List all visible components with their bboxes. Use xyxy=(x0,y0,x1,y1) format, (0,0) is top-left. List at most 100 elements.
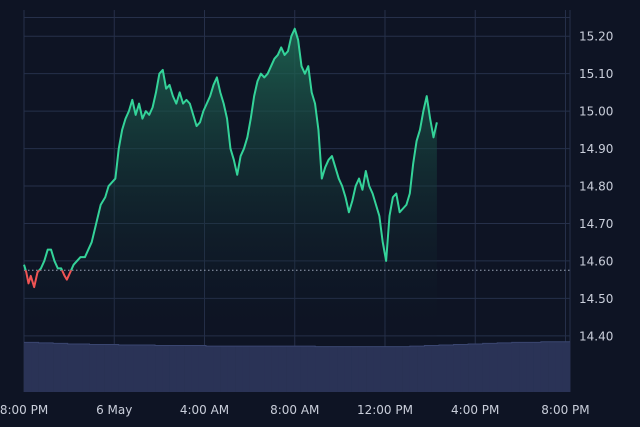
volume-bar xyxy=(329,346,338,392)
volume-bar xyxy=(511,342,520,392)
volume-bar xyxy=(555,341,564,392)
volume-bar xyxy=(45,342,54,392)
volume-bar xyxy=(562,341,571,392)
volume-bar xyxy=(504,342,513,392)
x-tick-label: 12:00 PM xyxy=(357,403,413,417)
price-area xyxy=(24,28,437,338)
volume-bar xyxy=(482,343,491,392)
y-axis-tick-labels: 14.40 14.50 14.60 14.70 14.80 14.90 15.00 15.10… xyxy=(579,30,613,344)
price-line xyxy=(23,27,438,289)
y-tick-label: 14.40 xyxy=(579,329,613,343)
volume-bar xyxy=(489,343,498,392)
x-axis-tick-labels: 8:00 PM 6 May 4:00 AM 8:00 AM 12:00 PM 4:00 P… xyxy=(0,403,590,417)
x-tick-label: 8:00 PM xyxy=(541,403,589,417)
x-tick-label: 6 May xyxy=(96,403,132,417)
y-tick-label: 14.50 xyxy=(579,292,613,306)
volume-bar xyxy=(169,345,178,392)
volume-bar xyxy=(104,344,112,392)
y-tick-label: 14.70 xyxy=(579,217,613,231)
volume-bar xyxy=(162,345,170,392)
volume-bar xyxy=(206,346,214,392)
volume-bar xyxy=(278,346,287,392)
volume-bar xyxy=(351,346,360,392)
volume-bar xyxy=(337,346,345,392)
volume-bar xyxy=(220,346,229,392)
volume-bar xyxy=(438,345,447,392)
volume-bar xyxy=(125,345,134,392)
volume-bar xyxy=(118,345,127,392)
volume-bar xyxy=(497,342,505,392)
volume-bar xyxy=(519,342,527,392)
volume-bars xyxy=(24,341,571,392)
volume-bar xyxy=(271,346,280,392)
volume-bar xyxy=(249,346,258,392)
volume-bar xyxy=(307,346,316,392)
volume-bar xyxy=(176,345,185,392)
volume-bar xyxy=(96,344,105,392)
volume-bar xyxy=(475,343,483,392)
y-tick-label: 15.00 xyxy=(579,105,613,119)
volume-bar xyxy=(453,344,462,392)
volume-bar xyxy=(358,346,367,392)
volume-bar xyxy=(409,346,418,392)
volume-bar xyxy=(227,346,236,392)
volume-bar xyxy=(82,343,90,392)
volume-bar xyxy=(533,342,542,392)
volume-bar xyxy=(417,346,425,392)
volume-bar xyxy=(395,346,403,392)
volume-bar xyxy=(286,346,294,392)
y-tick-label: 14.60 xyxy=(579,254,613,268)
volume-bar xyxy=(380,346,389,392)
volume-bar xyxy=(38,342,47,392)
volume-top-edge xyxy=(24,341,570,348)
volume-bar xyxy=(300,346,309,392)
volume-bar xyxy=(198,345,207,392)
volume-bar xyxy=(373,346,382,392)
volume-bar xyxy=(184,345,192,392)
volume-bar xyxy=(293,346,301,392)
volume-bar xyxy=(89,344,98,392)
volume-bar xyxy=(388,346,396,392)
price-line-up xyxy=(23,27,438,271)
volume-bar xyxy=(344,346,352,392)
volume-bar xyxy=(431,345,440,392)
volume-bar xyxy=(548,341,556,392)
volume-bar xyxy=(140,345,149,392)
volume-bar xyxy=(242,346,250,392)
volume-bar xyxy=(315,346,323,392)
x-tick-label: 8:00 AM xyxy=(270,403,319,417)
y-tick-label: 15.10 xyxy=(579,67,613,81)
y-tick-label: 14.80 xyxy=(579,180,613,194)
volume-bar xyxy=(24,342,32,392)
volume-bar xyxy=(460,344,469,392)
y-tick-label: 15.20 xyxy=(579,30,613,44)
volume-bar xyxy=(133,345,141,392)
volume-bar xyxy=(155,345,163,392)
volume-bar xyxy=(31,342,39,392)
volume-bar xyxy=(235,346,243,392)
x-tick-label: 4:00 AM xyxy=(180,403,229,417)
volume-bar xyxy=(53,343,61,392)
x-tick-label: 4:00 PM xyxy=(451,403,499,417)
volume-bar xyxy=(111,344,119,392)
volume-bar xyxy=(366,346,374,392)
volume-bar xyxy=(446,345,454,392)
volume-bar xyxy=(256,346,265,392)
volume-bar xyxy=(540,341,549,392)
volume-bar xyxy=(424,345,432,392)
x-tick-label: 8:00 PM xyxy=(0,403,48,417)
volume-bar xyxy=(322,346,331,392)
y-tick-label: 14.90 xyxy=(579,142,613,156)
volume-bar xyxy=(147,345,156,392)
volume-bar xyxy=(74,343,83,392)
price-area-fill xyxy=(24,28,437,338)
volume-bar xyxy=(60,343,68,392)
volume-bar xyxy=(191,345,200,392)
volume-bar xyxy=(526,342,534,392)
volume-bar xyxy=(468,343,476,392)
volume-bar xyxy=(213,346,221,392)
volume-bar xyxy=(67,343,76,392)
volume-bar xyxy=(402,346,411,392)
